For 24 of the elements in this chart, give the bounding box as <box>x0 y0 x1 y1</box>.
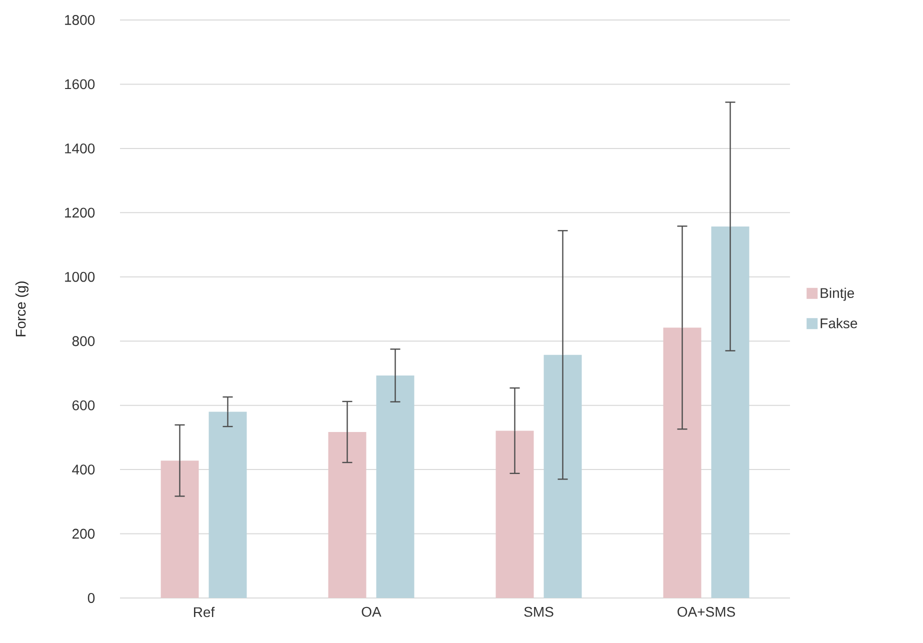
y-tick-label: 400 <box>72 464 95 475</box>
legend-label: Fakse <box>820 318 858 328</box>
y-tick-label: 0 <box>88 593 95 603</box>
bar <box>208 412 247 598</box>
y-axis-title: Force (g) <box>15 281 28 336</box>
y-tick-label: 1400 <box>65 143 95 154</box>
x-tick-label: OA <box>362 606 382 617</box>
y-tick-label: 200 <box>72 528 95 539</box>
legend-label: Bintje <box>820 288 854 301</box>
y-tick-label: 800 <box>72 336 95 346</box>
y-tick-label: 1800 <box>65 15 95 25</box>
x-tick-label: OA+SMS <box>678 606 735 617</box>
bar <box>496 430 534 598</box>
y-tick-label: 1200 <box>65 208 95 218</box>
bar <box>328 432 366 598</box>
x-tick-label: Ref <box>194 606 215 618</box>
y-tick-label: 1000 <box>65 272 95 282</box>
bar <box>711 226 750 598</box>
y-tick-label: 600 <box>72 400 95 410</box>
x-tick-label: SMS <box>524 606 554 617</box>
y-tick-label: 1600 <box>65 79 95 90</box>
bar <box>160 460 199 598</box>
bar <box>663 328 702 598</box>
bar <box>376 375 414 598</box>
